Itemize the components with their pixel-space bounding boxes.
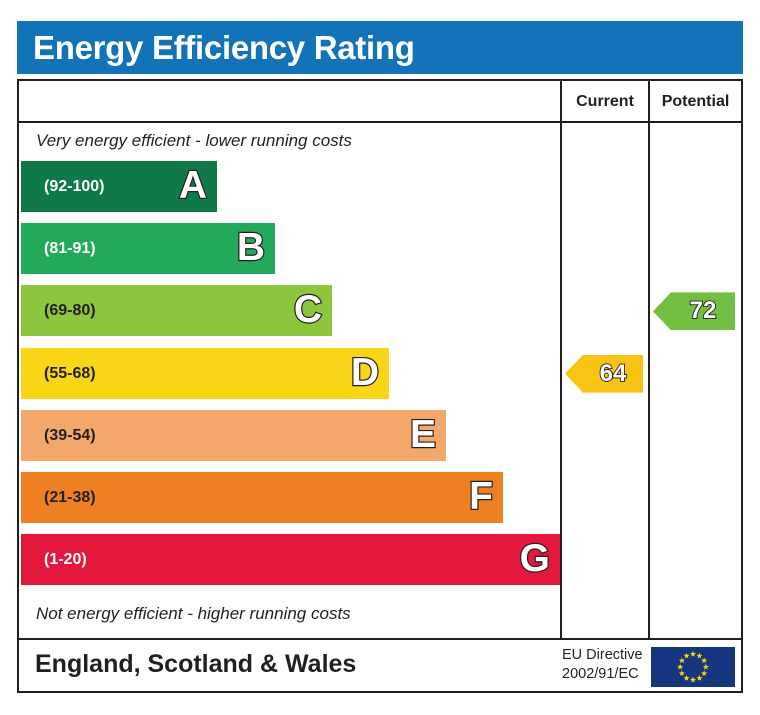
energy-efficiency-certificate: Energy Efficiency Rating Current Potenti…: [17, 21, 743, 693]
rating-band-g: (1-20) G: [21, 534, 560, 586]
footer-region-label: England, Scotland & Wales: [35, 650, 357, 678]
eu-directive-text: EU Directive 2002/91/EC: [562, 646, 646, 684]
rating-band-b: (81-91) B: [21, 223, 275, 275]
eu-directive-line1: EU Directive: [562, 647, 643, 663]
current-rating-marker: 64: [565, 354, 643, 393]
footer-divider: [19, 638, 741, 640]
rating-band-e: (39-54) E: [21, 409, 446, 461]
header-divider: [19, 121, 741, 123]
column-header-potential: Potential: [661, 93, 730, 110]
eu-directive-line2: 2002/91/EC: [562, 666, 639, 682]
band-letter-a: A: [178, 163, 209, 208]
band-range-label: (92-100): [44, 178, 105, 195]
potential-rating-marker: 72: [653, 292, 735, 331]
column-header-current: Current: [576, 93, 634, 110]
band-range-label: (39-54): [44, 426, 96, 444]
rating-band-a: (92-100) A: [21, 161, 217, 212]
eu-flag-icon: [650, 646, 736, 688]
rating-band-f: (21-38) F: [21, 472, 503, 523]
current-column-divider: [560, 81, 562, 638]
rating-band-c: (69-80) C: [21, 285, 332, 337]
potential-column-divider: [648, 81, 650, 638]
page-title: Energy Efficiency Rating: [33, 29, 415, 66]
band-range-label: (81-91): [44, 240, 96, 258]
band-letter-c: C: [293, 287, 324, 332]
band-range-label: (1-20): [44, 551, 87, 569]
caption-top: Very energy efficient - lower running co…: [36, 131, 352, 150]
band-letter-f: F: [468, 474, 494, 519]
band-range-label: (21-38): [44, 489, 96, 506]
band-letter-b: B: [236, 225, 267, 270]
band-range-label: (69-80): [44, 302, 96, 320]
band-range-label: (55-68): [44, 364, 96, 382]
rating-table: Current Potential Very energy efficient …: [17, 79, 743, 693]
band-letter-g: G: [518, 536, 551, 581]
band-letter-d: D: [350, 349, 381, 394]
footer: England, Scotland & Wales EU Directive 2…: [19, 640, 741, 693]
eu-flag-stars: [677, 650, 709, 683]
rating-bands: (92-100) A (81-91) B (69-80) C (55-68) D (39-54)…: [21, 161, 560, 597]
band-letter-e: E: [409, 412, 437, 457]
title-banner: Energy Efficiency Rating: [17, 21, 743, 74]
rating-band-d: (55-68) D: [21, 347, 389, 399]
caption-bottom: Not energy efficient - higher running co…: [36, 604, 351, 623]
